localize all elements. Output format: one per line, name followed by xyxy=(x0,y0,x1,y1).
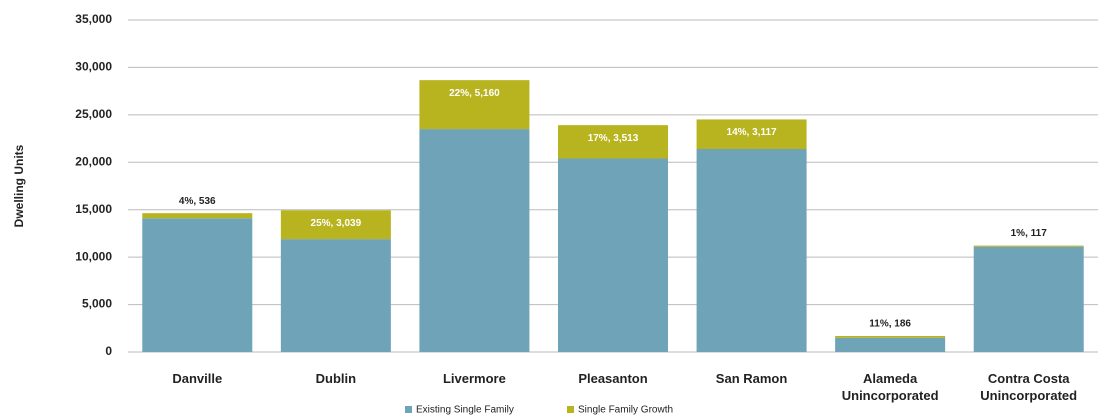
y-tick-label: 5,000 xyxy=(82,297,112,311)
bar-segment xyxy=(142,213,253,219)
x-tick-label: Contra Costa Unincorporated xyxy=(980,371,1078,403)
y-tick-label: 35,000 xyxy=(75,12,112,26)
bar-segment xyxy=(280,239,391,352)
y-tick-label: 0 xyxy=(105,344,112,358)
bar-segment xyxy=(142,218,253,352)
legend-label: Single Family Growth xyxy=(578,405,673,416)
y-tick-label: 10,000 xyxy=(75,249,112,263)
bar-segment xyxy=(280,210,391,240)
data-label: 1%, 117 xyxy=(1011,228,1048,239)
bar-segment xyxy=(835,337,946,352)
bar-segment xyxy=(973,245,1084,247)
bar-segment xyxy=(696,119,807,150)
legend-swatch xyxy=(567,406,574,413)
x-tick-label: Alameda Unincorporated xyxy=(841,371,939,403)
data-label: 14%, 3,117 xyxy=(727,127,777,138)
data-label: 4%, 536 xyxy=(179,196,216,207)
bar-segment xyxy=(419,80,530,130)
bar-segment xyxy=(835,336,946,338)
x-tick-label: Dublin xyxy=(315,371,357,386)
bar-segment xyxy=(558,158,668,352)
x-tick-label: Livermore xyxy=(442,371,506,386)
bar-segment xyxy=(973,246,1084,352)
y-axis-label: Dwelling Units xyxy=(12,144,26,227)
data-label: 17%, 3,513 xyxy=(588,133,639,144)
bar-segment xyxy=(558,125,668,159)
y-tick-label: 20,000 xyxy=(75,154,112,168)
y-tick-label: 30,000 xyxy=(75,60,112,74)
y-tick-label: 25,000 xyxy=(75,107,112,121)
bar-segment xyxy=(419,129,530,352)
data-label: 25%, 3,039 xyxy=(311,218,362,229)
data-label: 11%, 186 xyxy=(869,319,911,330)
x-tick-label: Danville xyxy=(172,371,223,386)
legend-label: Existing Single Family xyxy=(416,405,514,416)
legend-swatch xyxy=(405,406,412,413)
y-tick-label: 15,000 xyxy=(75,202,112,216)
x-tick-label: San Ramon xyxy=(715,371,788,386)
data-label: 22%, 5,160 xyxy=(449,88,500,99)
bar-segment xyxy=(696,149,807,352)
x-tick-label: Pleasanton xyxy=(578,371,648,386)
